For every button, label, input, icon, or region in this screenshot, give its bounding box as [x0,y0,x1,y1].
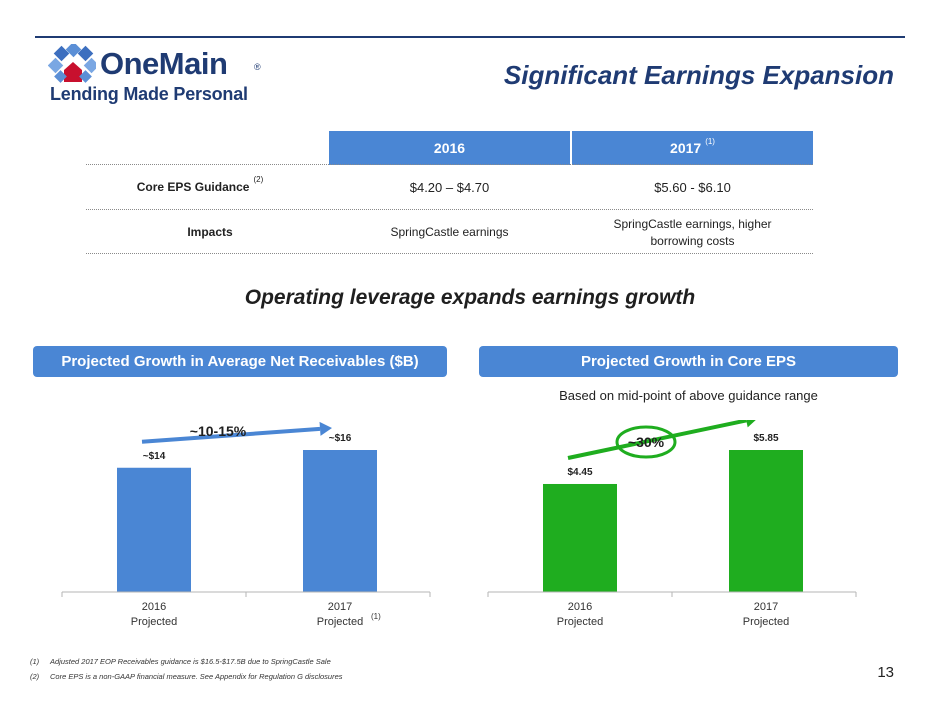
footnote-2: (2) Core EPS is a non-GAAP financial meas… [30,672,343,681]
category-label: Projected [131,616,177,628]
table-divider [86,164,813,165]
bar [303,450,377,592]
growth-label: ~10-15% [190,423,247,439]
row-label-impacts: Impacts [187,225,233,239]
footnotes: (1) Adjusted 2017 EOP Receivables guidanc… [30,657,343,687]
receivables-bar-chart: ~$14 2016 Projected ~$16 2017 Projected (1) ~10… [61,421,431,628]
category-label: Projected [557,616,603,628]
table-divider [86,253,813,254]
table-header-2017: 2017 (1) [572,131,813,165]
page-number: 13 [877,664,894,681]
onemain-logo: OneMain ® Lending Made Personal [48,44,278,110]
table-header-2016: 2016 [329,131,570,165]
table-divider [86,209,813,210]
eps-panel-banner: Projected Growth in Core EPS [479,346,898,377]
category-label: 2016 [142,601,166,613]
category-label: 2016 [568,601,592,613]
table-header-label: 2017 [670,140,702,156]
logo-tagline: Lending Made Personal [50,84,248,104]
table-header-label: 2016 [433,140,466,156]
header-rule [35,36,905,38]
category-label: 2017 [754,601,778,613]
bar [729,450,803,592]
growth-label: ~30% [628,434,665,450]
eps-panel-note: Based on mid-point of above guidance ran… [559,388,818,403]
data-label: $4.45 [567,467,592,478]
growth-arrowhead [319,421,332,436]
onemain-logo-mark-icon [48,44,96,83]
growth-arrowhead [746,420,756,428]
category-label: 2017 [328,601,352,613]
category-label: Projected [317,616,363,628]
data-label: ~$14 [143,451,166,462]
bar [543,483,617,592]
footnote-ref: (1) [705,137,715,146]
footnote-ref: (1) [371,612,381,621]
receivables-panel-banner: Projected Growth in Average Net Receivab… [33,346,447,377]
footnote-ref: (2) [253,175,264,184]
data-label: $5.85 [753,433,778,444]
row-label-core-eps: Core EPS Guidance(2) [136,175,264,194]
table-cell: SpringCastle earnings [390,225,509,239]
growth-arrow [567,420,747,460]
growth-highlight-circle [615,425,677,459]
logo-registered-mark: ® [254,62,261,72]
slide-title: Significant Earnings Expansion [503,60,894,90]
section-subtitle: Operating leverage expands earnings grow… [244,286,696,309]
table-cell: $5.60 - $6.10 [654,180,731,195]
core-eps-bar-chart: $4.45 2016 Projected $5.85 2017 Projected ~30% [487,420,857,628]
data-label: ~$16 [329,433,352,444]
category-label: Projected [743,616,789,628]
footnote-1: (1) Adjusted 2017 EOP Receivables guidanc… [30,657,331,666]
table-cell: SpringCastle earnings, higher borrowing … [613,217,772,248]
bar [117,467,191,592]
logo-wordmark: OneMain [100,46,228,81]
table-cell: $4.20 – $4.70 [409,180,490,195]
growth-arrow [141,426,321,444]
